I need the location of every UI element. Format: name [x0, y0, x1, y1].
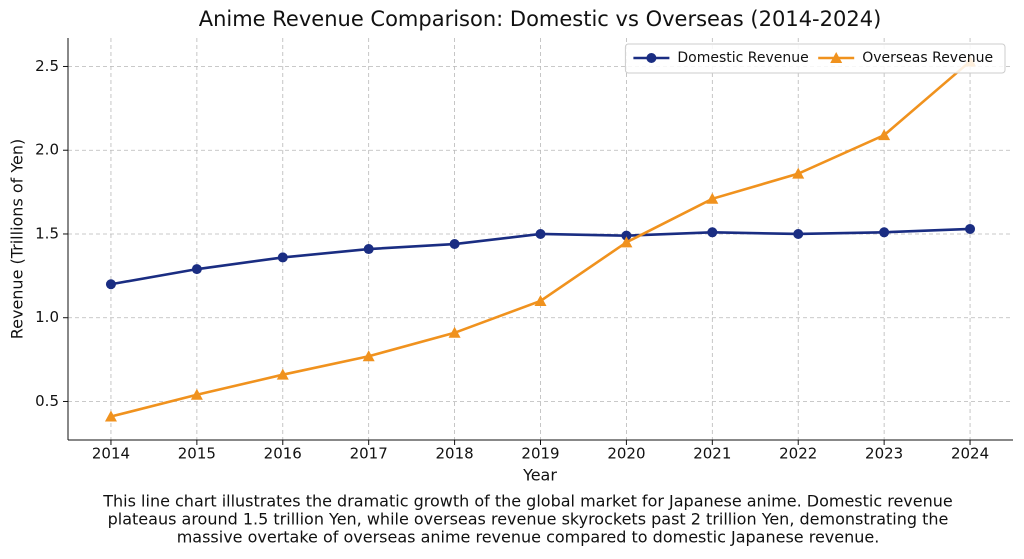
data-point [363, 244, 374, 255]
data-point [448, 326, 461, 338]
y-axis-label: Revenue (Trillions of Yen) [8, 139, 27, 340]
data-point [706, 192, 719, 204]
legend: Domestic Revenue Overseas Revenue [624, 43, 1006, 74]
caption: massive overtake of overseas anime reven… [177, 528, 880, 547]
legend-label: Domestic Revenue [677, 50, 808, 66]
x-tick-label: 2015 [178, 445, 216, 463]
data-point [104, 410, 117, 422]
y-tick-label: 0.5 [35, 392, 59, 410]
x-tick-label: 2017 [350, 445, 388, 463]
x-tick-label: 2022 [779, 445, 817, 463]
data-point [534, 294, 547, 306]
caption: This line chart illustrates the dramatic… [102, 492, 952, 511]
caption: plateaus around 1.5 trillion Yen, while … [108, 510, 949, 529]
x-axis-label: Year [522, 466, 557, 485]
data-point [276, 368, 289, 380]
x-tick-label: 2023 [865, 445, 903, 463]
x-tick-label: 2016 [264, 445, 302, 463]
data-point [449, 239, 460, 250]
x-tick-label: 2024 [951, 445, 989, 463]
y-tick-label: 1.5 [35, 224, 59, 242]
data-point [191, 264, 202, 275]
data-point [362, 350, 375, 362]
x-tick-label: 2014 [92, 445, 130, 463]
legend-marker [646, 53, 657, 63]
legend-label: Overseas Revenue [862, 50, 993, 66]
data-point [105, 279, 116, 290]
x-tick-label: 2018 [435, 445, 473, 463]
data-point [878, 129, 891, 141]
data-point [879, 227, 890, 238]
data-point [190, 388, 203, 400]
legend-marker [830, 52, 843, 63]
y-tick-label: 2.5 [35, 57, 59, 75]
x-tick-label: 2019 [521, 445, 559, 463]
data-point [793, 228, 804, 239]
data-point [965, 223, 976, 234]
data-point [620, 236, 633, 248]
x-tick-label: 2021 [693, 445, 731, 463]
legend-box [624, 43, 1006, 74]
data-point [707, 227, 718, 238]
y-tick-label: 1.0 [35, 308, 59, 326]
x-tick-label: 2020 [607, 445, 645, 463]
data-point [277, 252, 288, 263]
data-point [792, 167, 805, 179]
data-point [621, 230, 632, 241]
data-point [535, 228, 546, 239]
y-tick-label: 2.0 [35, 141, 59, 159]
chart-title: Anime Revenue Comparison: Domestic vs Ov… [199, 7, 882, 31]
